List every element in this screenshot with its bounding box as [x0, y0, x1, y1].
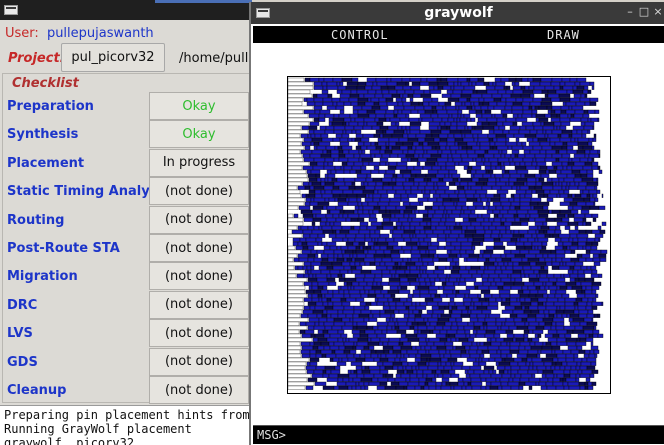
- qflow-manager-window: User: pullepujaswanth Project: pul_picor…: [0, 0, 252, 445]
- checklist-title: Checklist: [12, 76, 79, 91]
- step-label: Static Timing Analysis: [7, 184, 170, 200]
- window-menu-icon[interactable]: [4, 5, 18, 15]
- step-label: Routing: [7, 212, 65, 228]
- step-label: Placement: [7, 155, 85, 171]
- minimize-icon[interactable]: –: [627, 5, 633, 18]
- graywolf-title: graywolf: [424, 5, 493, 21]
- checklist-row: Static Timing Analysis (not done): [0, 177, 252, 206]
- step-status-button[interactable]: (not done): [149, 319, 249, 348]
- window-menu-icon[interactable]: [256, 8, 270, 18]
- step-label: Preparation: [7, 99, 94, 114]
- standard-cell-rows: [287, 77, 608, 390]
- maximize-icon[interactable]: □: [638, 5, 650, 18]
- checklist-row: DRC (not done): [0, 290, 252, 319]
- checklist-frame: [2, 73, 252, 403]
- step-label: Post-Route STA: [7, 241, 120, 256]
- step-status-button[interactable]: (not done): [149, 205, 249, 234]
- menu-control[interactable]: CONTROL: [331, 28, 389, 42]
- step-label: DRC: [7, 297, 38, 313]
- project-select-button[interactable]: pul_picorv32: [61, 43, 165, 72]
- step-status-button[interactable]: (not done): [149, 376, 249, 404]
- checklist-row: LVS (not done): [0, 319, 252, 348]
- user-name: pullepujaswanth: [46, 26, 154, 41]
- message-bar: MSG>: [253, 425, 664, 444]
- log-console: Preparing pin placement hints from pi Run…: [0, 405, 252, 445]
- log-line: graywolf picorv32: [4, 436, 135, 445]
- checklist-row: Migration (not done): [0, 262, 252, 291]
- log-line: Running GrayWolf placement: [4, 422, 192, 436]
- close-icon[interactable]: ×: [653, 5, 663, 18]
- checklist-row: Routing (not done): [0, 205, 252, 234]
- checklist-row: Cleanup (not done): [0, 376, 252, 404]
- log-line: Preparing pin placement hints from pi: [4, 408, 252, 422]
- graywolf-titlebar: graywolf – □ ×: [251, 2, 664, 24]
- step-status-button[interactable]: (not done): [149, 290, 249, 319]
- step-label: Cleanup: [7, 383, 67, 398]
- left-window-titlebar: [0, 0, 252, 20]
- project-path: /home/pulle: [179, 51, 252, 66]
- step-label: Synthesis: [7, 127, 79, 143]
- step-status-button[interactable]: (not done): [149, 347, 249, 376]
- placement-canvas[interactable]: [287, 76, 611, 394]
- checklist-row: Synthesis Okay: [0, 120, 252, 149]
- title-accent-strip: [155, 0, 252, 3]
- step-status-button[interactable]: (not done): [149, 262, 249, 291]
- step-status-button[interactable]: (not done): [149, 234, 249, 262]
- graywolf-menubar: CONTROL DRAW: [253, 26, 664, 43]
- step-status-button[interactable]: (not done): [149, 177, 249, 206]
- checklist-row: GDS (not done): [0, 347, 252, 376]
- step-label: LVS: [7, 326, 33, 342]
- step-status-button[interactable]: In progress: [149, 148, 249, 177]
- step-status-button[interactable]: Okay: [149, 120, 249, 149]
- user-row: User: pullepujaswanth: [5, 26, 154, 41]
- step-label: Migration: [7, 269, 78, 285]
- project-label: Project:: [8, 51, 65, 66]
- user-label: User:: [5, 26, 39, 41]
- checklist-row: Preparation Okay: [0, 92, 252, 120]
- step-label: GDS: [7, 354, 38, 370]
- step-status-button[interactable]: Okay: [149, 92, 249, 120]
- checklist-row: Placement In progress: [0, 148, 252, 177]
- checklist-row: Post-Route STA (not done): [0, 234, 252, 262]
- menu-draw[interactable]: DRAW: [547, 28, 580, 42]
- graywolf-window: graywolf – □ × CONTROL DRAW MSG>: [249, 2, 664, 445]
- message-prompt: MSG>: [257, 428, 286, 442]
